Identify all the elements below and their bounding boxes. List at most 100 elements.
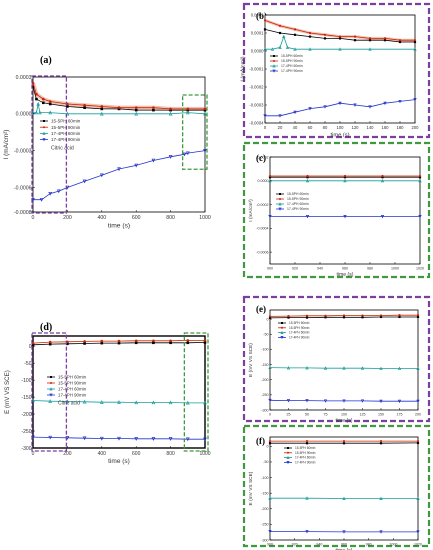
data-point: [268, 174, 272, 178]
zoom-box-end: [183, 332, 209, 452]
data-point: [43, 120, 45, 122]
zoom-box-start: [31, 75, 68, 214]
x-tick-label: 900: [267, 267, 273, 271]
x-tick-label: 100: [337, 125, 345, 130]
data-point: [381, 174, 384, 178]
y-tick-label: -0.0004: [256, 227, 268, 231]
data-point: [48, 100, 52, 103]
data-point: [338, 37, 342, 40]
data-point: [413, 98, 417, 102]
data-point: [361, 316, 364, 319]
chart-panel: (a) 0 200 400 600 800 1000 0.0003 0.0000 -0.0003 -…: [3, 55, 211, 229]
panel-frame: [242, 424, 431, 548]
legend-note: Citric acid: [58, 401, 80, 407]
x-tick-label: 920: [292, 543, 298, 547]
data-point: [416, 399, 420, 404]
data-point: [342, 496, 346, 500]
data-point: [151, 158, 156, 163]
panel-label: (d): [40, 322, 52, 333]
y-tick-label: -300: [261, 538, 268, 542]
data-point: [43, 126, 45, 129]
data-point: [117, 339, 121, 343]
y-tick-label: -300: [261, 408, 268, 412]
x-tick-label: 160: [382, 125, 390, 130]
data-point: [134, 108, 138, 112]
series-line: [265, 99, 416, 117]
panel-label: (e): [256, 304, 266, 314]
legend-label: 15-5PH 60min: [289, 321, 310, 325]
data-point: [280, 336, 284, 340]
legend-label: 15-5PH 60min: [295, 446, 316, 450]
data-point: [305, 399, 309, 403]
series-line: [269, 367, 418, 369]
data-point: [305, 214, 310, 219]
data-point: [293, 28, 297, 31]
data-point: [368, 39, 372, 42]
x-tick-label: 800: [166, 451, 175, 457]
x-axis-title: time (s): [337, 272, 354, 278]
data-point: [117, 400, 121, 404]
data-point: [418, 214, 422, 219]
data-point: [281, 326, 283, 329]
data-point: [272, 64, 276, 68]
data-point: [268, 496, 272, 500]
x-tick-label: 175: [397, 413, 403, 417]
data-point: [323, 105, 327, 109]
data-point: [293, 47, 297, 51]
x-tick-label: 980: [366, 543, 372, 547]
legend-label: 15-5PH 90min: [287, 197, 309, 201]
data-point: [263, 28, 267, 31]
data-point: [168, 437, 173, 441]
y-tick-label: 0: [29, 344, 32, 350]
data-point: [268, 365, 272, 370]
data-point: [168, 111, 173, 116]
y-tick-label: -0.0006: [256, 250, 268, 254]
data-point: [48, 102, 52, 106]
x-tick-label: 200: [63, 451, 72, 457]
x-tick-label: 960: [341, 543, 347, 547]
plot-area: [269, 309, 419, 411]
data-point: [99, 436, 104, 441]
panel-frame: [242, 295, 431, 423]
data-point: [380, 178, 385, 183]
y-tick-label: -250: [21, 429, 31, 435]
y-tick-label: -100: [21, 378, 31, 384]
data-point: [353, 103, 357, 107]
data-point: [416, 315, 420, 319]
legend-note: Citric acid: [51, 145, 74, 151]
data-point: [268, 214, 272, 219]
series-line: [33, 150, 206, 201]
data-point: [287, 314, 290, 318]
data-point: [281, 322, 283, 324]
data-point: [48, 435, 53, 440]
data-point: [168, 155, 173, 159]
data-point: [272, 69, 276, 73]
data-point: [343, 214, 347, 219]
data-point: [134, 163, 139, 168]
data-point: [323, 37, 327, 40]
data-point: [42, 138, 46, 142]
data-point: [323, 366, 328, 370]
data-point: [48, 191, 53, 196]
data-point: [280, 330, 284, 334]
data-point: [152, 108, 155, 112]
data-point: [416, 496, 420, 500]
data-point: [48, 110, 53, 115]
data-point: [99, 173, 104, 178]
x-tick-label: 100: [341, 413, 347, 417]
plot-area: [269, 436, 419, 541]
data-point: [169, 107, 172, 111]
legend-label: 15-5PH 60min: [58, 375, 87, 380]
data-point: [49, 387, 53, 391]
x-tick-label: 125: [360, 413, 366, 417]
data-point: [82, 179, 87, 184]
data-point: [117, 167, 121, 172]
data-point: [268, 316, 272, 319]
legend-label: 15-5PH 90min: [58, 381, 87, 386]
data-point: [353, 39, 357, 42]
y-tick-label: -0.0002: [256, 203, 268, 207]
data-point: [368, 47, 372, 51]
x-tick-label: 0: [269, 413, 271, 417]
data-point: [169, 339, 172, 343]
legend-label: 17-4PH 60min: [289, 331, 310, 335]
